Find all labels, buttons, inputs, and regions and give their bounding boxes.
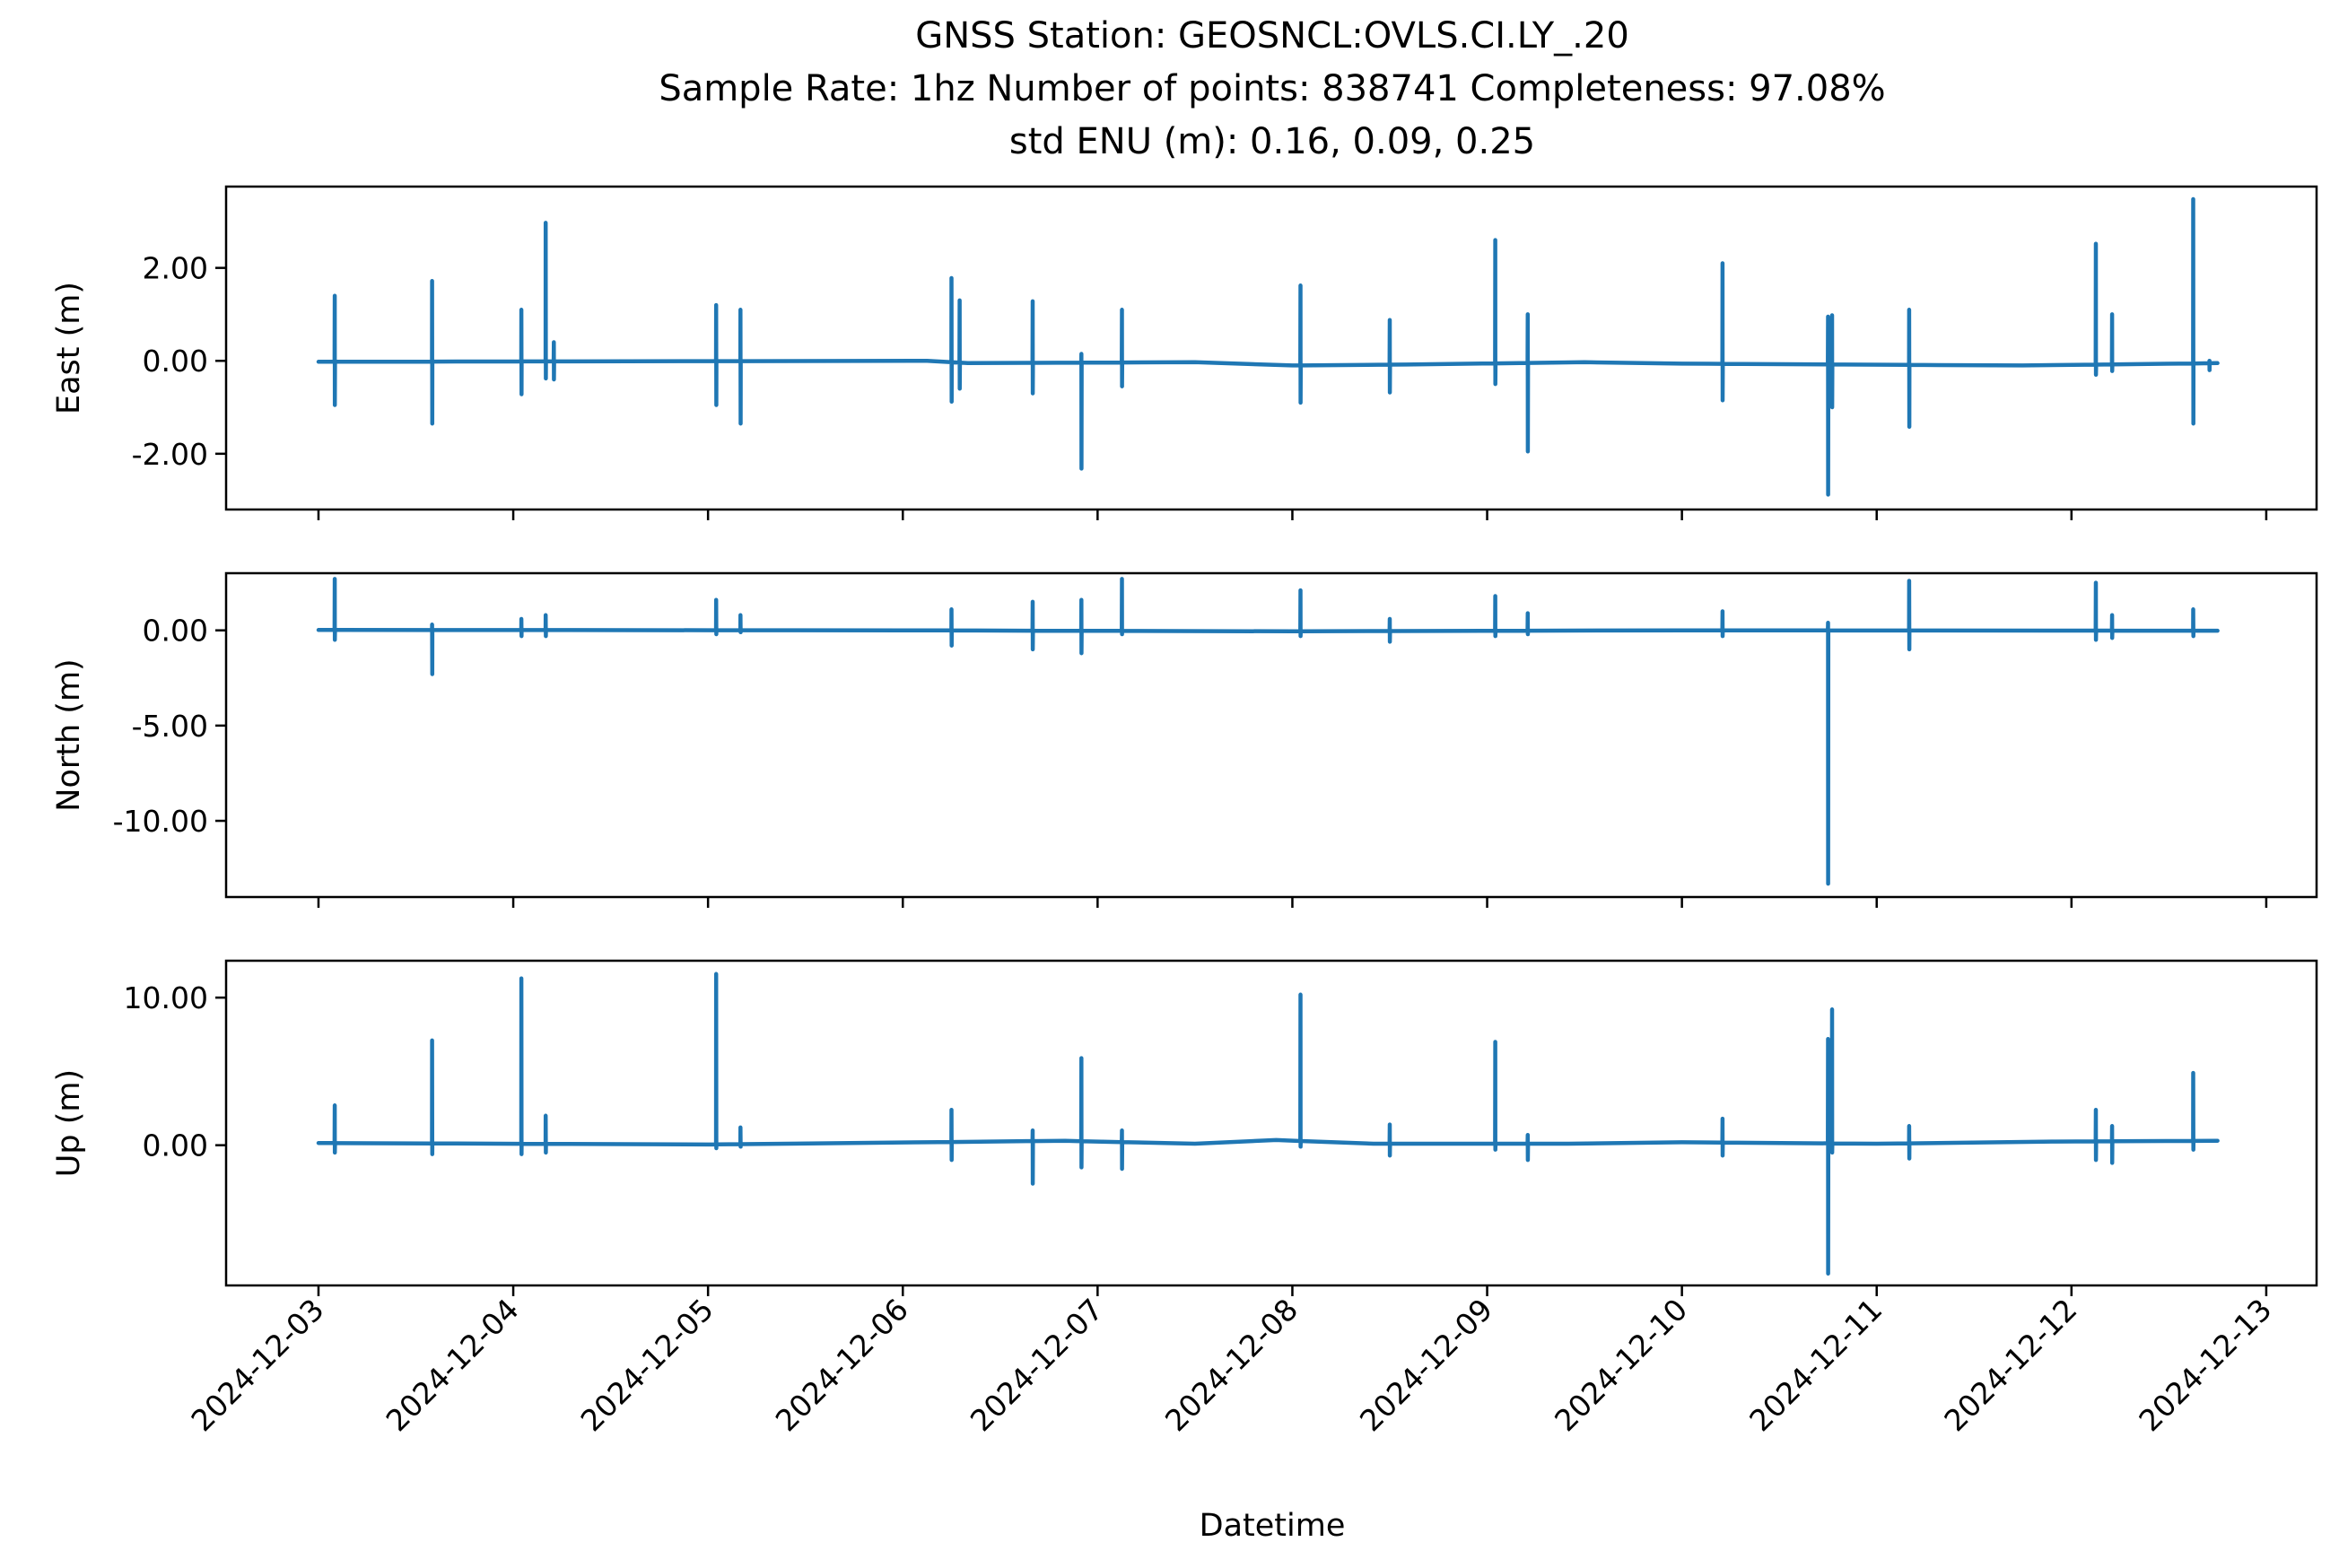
figure-title-line-2: Sample Rate: 1hz Number of points: 83874… — [659, 68, 1885, 109]
y-tick-label-east: -2.00 — [132, 437, 208, 472]
panel-north: 0.00 -5.00 -10.00 North (m) — [51, 571, 2318, 908]
y-tick-label-north: 0.00 — [143, 614, 208, 649]
series-line-east — [316, 196, 2220, 497]
y-tick-label-north: -5.00 — [132, 709, 208, 744]
y-tick-label-north: -10.00 — [113, 804, 208, 839]
x-tick-label: 2024-12-12 — [1937, 1292, 2083, 1438]
panel-up-frame — [224, 959, 2318, 1287]
panel-north-frame — [224, 571, 2318, 899]
y-tick-label-east: 0.00 — [143, 344, 208, 379]
x-tick-label: 2024-12-08 — [1158, 1292, 1305, 1438]
y-tick-label-up: 0.00 — [143, 1128, 208, 1163]
y-axis-label-north: North (m) — [51, 658, 87, 811]
panel-east: 2.00 0.00 -2.00 East (m) — [51, 185, 2318, 520]
x-axis: 2024-12-03 2024-12-04 2024-12-05 2024-12-06… — [184, 1292, 2278, 1438]
series-line-up — [316, 971, 2220, 1276]
y-tick-label-east: 2.00 — [143, 251, 208, 286]
x-tick-label: 2024-12-06 — [769, 1292, 915, 1438]
x-tick-label: 2024-12-04 — [380, 1292, 526, 1438]
x-tick-label: 2024-12-09 — [1353, 1292, 1499, 1438]
x-tick-label: 2024-12-03 — [184, 1292, 330, 1438]
x-ticks-east — [317, 510, 2268, 520]
panels-group: 2.00 0.00 -2.00 East (m) 0.00 -5.00 -10.00 Nort… — [51, 185, 2318, 1296]
panel-east-frame — [224, 185, 2318, 511]
x-tick-label: 2024-12-05 — [574, 1292, 720, 1438]
x-tick-label: 2024-12-13 — [2132, 1292, 2278, 1438]
figure-title-line-1: GNSS Station: GEOSNCL:OVLS.CI.LY_.20 — [915, 15, 1629, 57]
x-ticks-north — [317, 897, 2268, 908]
x-axis-label: Datetime — [1200, 1508, 1346, 1544]
figure-title-line-3: std ENU (m): 0.16, 0.09, 0.25 — [1009, 121, 1535, 162]
y-axis-label-up: Up (m) — [51, 1069, 87, 1177]
x-tick-label: 2024-12-11 — [1742, 1292, 1889, 1438]
y-tick-label-up: 10.00 — [124, 980, 208, 1015]
y-axis-label-east: East (m) — [51, 282, 87, 414]
x-tick-label: 2024-12-07 — [964, 1292, 1110, 1438]
panel-up: 10.00 0.00 Up (m) — [51, 959, 2318, 1296]
series-line-north — [316, 577, 2220, 886]
x-ticks-up — [317, 1285, 2268, 1296]
x-tick-label: 2024-12-10 — [1548, 1292, 1694, 1438]
